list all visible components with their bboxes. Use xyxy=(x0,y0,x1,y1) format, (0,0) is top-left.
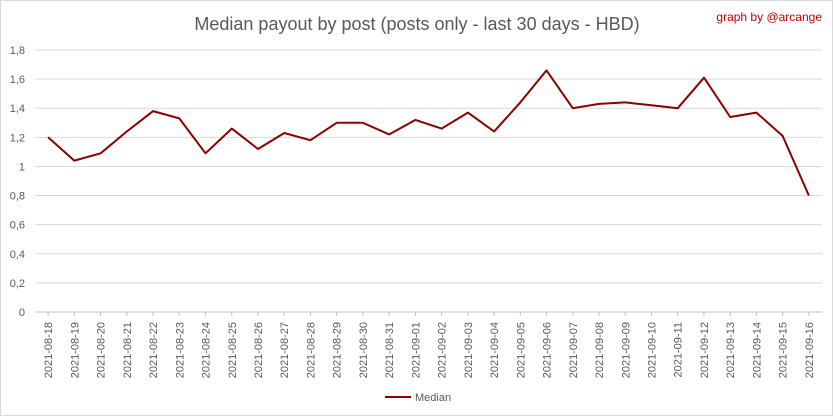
x-tick-label: 2021-09-01 xyxy=(410,322,422,378)
y-axis-ticks: 0 0,2 0,4 0,6 0,8 1 1,2 1,4 1,6 1,8 xyxy=(10,45,25,319)
gridlines xyxy=(35,49,822,313)
y-tick-label: 1,8 xyxy=(10,45,25,57)
x-tick-label: 2021-08-18 xyxy=(43,322,55,378)
x-tick-label: 2021-09-07 xyxy=(568,322,580,378)
x-tick-label: 2021-08-20 xyxy=(96,322,108,378)
x-tick-label: 2021-08-21 xyxy=(122,322,134,378)
x-tick-label: 2021-08-26 xyxy=(253,322,265,378)
x-tick-label: 2021-09-12 xyxy=(699,322,711,378)
x-tick-label: 2021-09-02 xyxy=(437,322,449,378)
y-tick-label: 0,4 xyxy=(10,249,25,261)
legend-label: Median xyxy=(415,392,451,404)
y-tick-label: 1 xyxy=(19,161,25,173)
y-tick-label: 0,8 xyxy=(10,191,25,203)
x-tick-label: 2021-09-04 xyxy=(489,322,501,378)
y-tick-label: 0,6 xyxy=(10,220,25,232)
x-tick-label: 2021-09-11 xyxy=(673,322,685,377)
series-line-median xyxy=(47,69,810,197)
x-tick-label: 2021-08-24 xyxy=(201,322,213,378)
x-tick-label: 2021-09-16 xyxy=(804,322,816,378)
x-tick-label: 2021-08-25 xyxy=(227,322,239,378)
x-tick-label: 2021-08-27 xyxy=(279,322,291,378)
x-tick-label: 2021-09-14 xyxy=(751,322,763,378)
y-tick-label: 0,2 xyxy=(10,278,25,290)
series-layer xyxy=(47,69,810,197)
x-tick-label: 2021-08-30 xyxy=(358,322,370,378)
x-tick-label: 2021-08-22 xyxy=(148,322,160,378)
y-tick-label: 1,4 xyxy=(10,103,25,115)
x-tick-label: 2021-09-06 xyxy=(542,322,554,378)
x-tick-label: 2021-08-29 xyxy=(332,322,344,378)
x-tick-label: 2021-09-05 xyxy=(515,322,527,378)
x-tick-label: 2021-08-31 xyxy=(384,322,396,378)
y-tick-label: 1,2 xyxy=(10,132,25,144)
legend: Median xyxy=(385,392,451,404)
chart-credit: graph by @arcange xyxy=(716,10,822,24)
x-axis-ticks: 2021-08-18 2021-08-19 2021-08-20 2021-08-21… xyxy=(43,312,816,378)
x-tick-label: 2021-09-08 xyxy=(594,322,606,378)
y-tick-label: 1,6 xyxy=(10,74,25,86)
chart-title: Median payout by post (posts only - last… xyxy=(194,14,639,34)
x-tick-label: 2021-08-28 xyxy=(305,322,317,378)
x-tick-label: 2021-09-15 xyxy=(778,322,790,378)
x-tick-label: 2021-09-10 xyxy=(646,322,658,378)
x-tick-label: 2021-09-03 xyxy=(463,322,475,378)
x-tick-label: 2021-09-13 xyxy=(725,322,737,378)
y-tick-label: 0 xyxy=(19,307,25,319)
x-tick-label: 2021-09-09 xyxy=(620,322,632,378)
x-tick-label: 2021-08-23 xyxy=(174,322,186,378)
x-tick-label: 2021-08-19 xyxy=(69,322,81,378)
